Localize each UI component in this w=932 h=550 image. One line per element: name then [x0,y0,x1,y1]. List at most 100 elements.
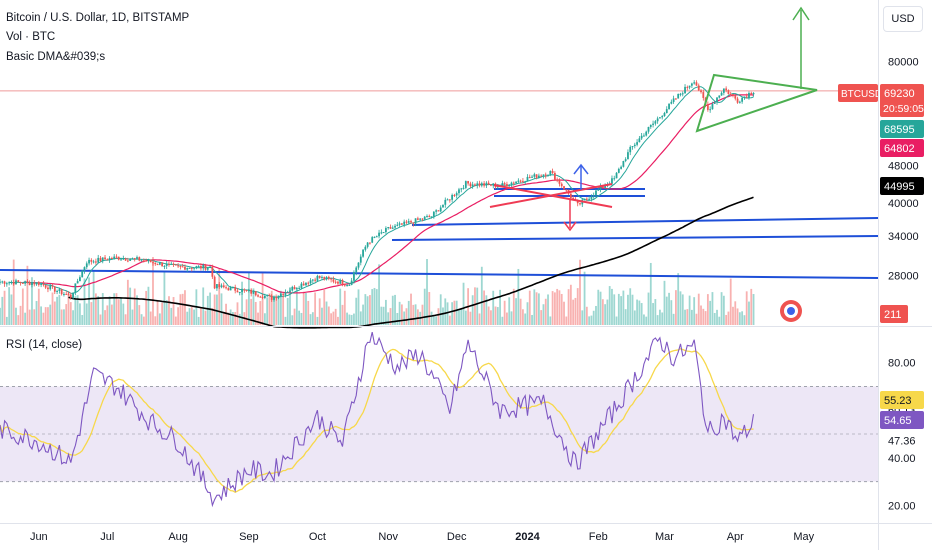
candle [695,82,698,86]
volume-legend[interactable]: Vol · BTC [6,31,56,43]
candle [158,262,161,265]
indicator-legend[interactable]: Basic DMA&#039;s [6,51,106,63]
symbol-legend[interactable]: Bitcoin / U.S. Dollar, 1D, BITSTAMP [6,12,190,24]
volume-bar [291,315,294,325]
candle [108,258,111,261]
volume-bar [478,313,481,325]
candle [97,257,100,263]
volume-bar [508,297,511,325]
volume-bar [270,290,273,325]
volume-bar [124,314,127,325]
candle [453,194,456,196]
volume-bar [129,287,132,325]
volume-bar [10,294,13,325]
candle [633,144,636,147]
volume-bar [140,314,143,325]
candle [122,258,125,260]
volume-bar [104,310,106,325]
volume-bar [19,305,22,325]
volume-bar [286,297,289,325]
candle [357,262,360,268]
candle [88,259,90,264]
volume-bar [403,311,406,325]
candle [389,227,392,229]
candle [286,291,289,293]
candle [496,186,499,188]
candle [410,221,412,223]
volume-bar [375,289,378,325]
pane-divider[interactable] [0,326,932,327]
candle [588,198,591,200]
candle [21,282,24,284]
volume-bar [156,300,159,325]
candle [341,280,344,285]
volume-bar [492,290,495,325]
volume-bar [181,293,184,325]
volume-bar [42,312,45,325]
volume-bar [355,297,358,325]
volume-bar [558,290,561,325]
candle [163,265,166,267]
candle [713,102,716,104]
time-tick-label: Mar [655,531,674,543]
candle [661,116,664,118]
volume-bar [423,288,426,325]
volume-bar [35,301,38,325]
volume-bar [551,291,554,325]
rsi-tick-label: 80.00 [888,358,916,370]
volume-bar [122,303,125,325]
rsi-ma-line [0,348,754,494]
candle [263,295,266,298]
volume-bar [95,293,97,325]
volume-bar [515,298,517,325]
volume-bar [565,316,568,325]
candle [665,109,668,114]
volume-bar [206,295,209,325]
volume-bar [28,309,31,325]
candle [405,221,408,223]
candle [238,291,241,293]
volume-bar [585,306,588,325]
candle [501,183,504,187]
volume-bar [325,301,328,325]
currency-button[interactable]: USD [883,6,923,32]
candle [63,293,65,295]
volume-bar [227,312,230,325]
volume-bar [197,316,200,325]
candle [743,96,746,98]
volume-bar [583,271,586,325]
volume-bar [688,295,691,325]
price-tick-label: 28000 [888,271,919,283]
candle [298,287,301,289]
candle [334,281,337,283]
volume-bar [316,316,319,325]
volume-bar [574,297,577,325]
rsi-ma-value-label: 55.23 [884,395,912,407]
candle [147,259,150,262]
volume-bar [659,309,661,325]
rsi-legend[interactable]: RSI (14, close) [6,339,83,351]
volume-bar [750,288,753,325]
volume-bar [108,296,111,325]
candle [709,109,712,111]
candle [380,232,383,234]
candle [686,86,689,88]
volume-bar [247,271,250,325]
volume-bar [652,303,654,325]
candle [487,182,490,185]
volume-bar [359,311,362,325]
candle [517,180,520,182]
volume-bar [85,303,88,325]
candle [672,98,675,102]
candle [83,267,86,271]
volume-label: 211 [884,309,902,321]
volume-bar [364,294,367,325]
candle [385,228,387,233]
volume-bar [1,296,4,325]
volume-bar [444,298,447,325]
candle [234,287,237,291]
volume-bar [152,257,154,325]
candle [325,276,328,280]
volume-bar [211,308,214,325]
